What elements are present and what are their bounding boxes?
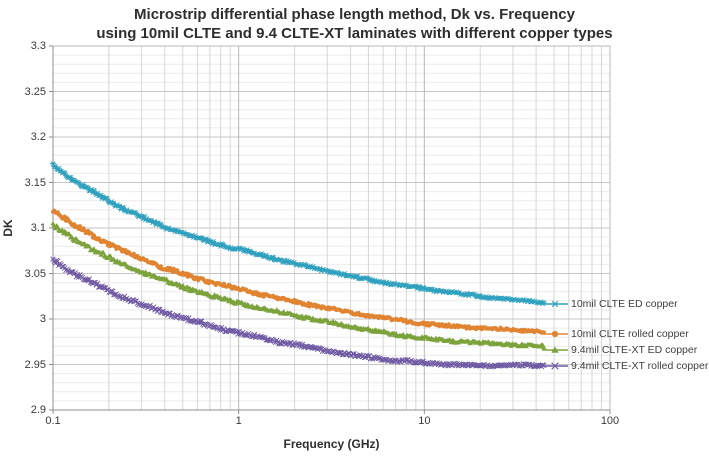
x-tick-label: 1 xyxy=(235,415,242,427)
x-tick-label: 100 xyxy=(600,415,620,427)
y-tick-label: 3.2 xyxy=(30,131,46,143)
series-3 xyxy=(50,220,547,350)
series-4 xyxy=(50,256,547,370)
chart-title-line1: Microstrip differential phase length met… xyxy=(134,6,575,23)
y-tick-label: 3.3 xyxy=(30,40,46,52)
legend-item-4: 9.4mil CLTE-XT rolled copper xyxy=(541,359,708,373)
legend-label: 10mil CLTE rolled copper xyxy=(571,327,689,340)
y-tick-label: 3.05 xyxy=(24,267,46,280)
legend-label: 10mil CLTE ED copper xyxy=(571,298,678,310)
y-tick-label: 3.15 xyxy=(24,176,46,189)
axis-ticks xyxy=(49,45,611,414)
legend-label: 9.4mil CLTE-XT rolled copper xyxy=(571,359,709,372)
chart-title-line2: using 10mil CLTE and 9.4 CLTE-XT laminat… xyxy=(96,25,613,42)
legend-item-2: 10mil CLTE rolled copper xyxy=(541,327,689,341)
legend-label: 9.4mil CLTE-XT ED copper xyxy=(571,343,698,356)
y-tick-label: 3.1 xyxy=(30,222,46,234)
x-tick-label: 10 xyxy=(418,415,431,427)
x-tick-label: 0.1 xyxy=(45,415,61,427)
y-tick-label: 2.9 xyxy=(30,404,46,416)
legend-item-3: 9.4mil CLTE-XT ED copper xyxy=(541,343,697,357)
series-1 xyxy=(50,161,547,307)
asterisk-marker-icon xyxy=(542,300,568,308)
triangle-marker-icon xyxy=(542,346,568,353)
y-tick-label: 3.25 xyxy=(24,85,46,98)
y-tick-label: 3 xyxy=(39,313,46,325)
legend-item-1: 10mil CLTE ED copper xyxy=(541,297,678,311)
circle-marker-icon xyxy=(542,330,568,337)
x-marker-icon xyxy=(542,361,568,370)
x-axis-title: Frequency (GHz) xyxy=(283,437,380,451)
y-tick-label: 2.95 xyxy=(24,358,46,371)
series-2 xyxy=(50,208,546,335)
grid-y-minor xyxy=(53,54,610,402)
